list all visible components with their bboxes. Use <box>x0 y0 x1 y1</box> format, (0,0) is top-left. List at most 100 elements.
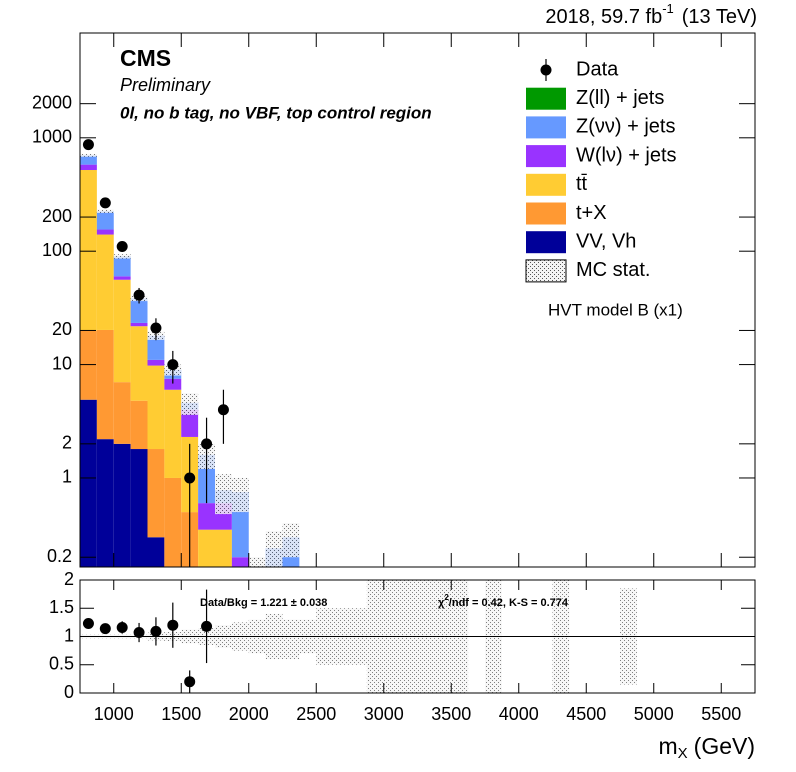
stack-bar <box>113 279 131 383</box>
stack-bar <box>113 276 131 280</box>
stack-bar <box>113 256 131 277</box>
data-point <box>201 438 213 450</box>
mc-stat-band <box>80 153 97 157</box>
ratio-stat-text: Data/Bkg = 1.221 ± 0.038 <box>200 597 327 609</box>
legend-swatch <box>526 173 566 196</box>
legend-swatch <box>526 145 566 168</box>
legend-label: MC stat. <box>576 259 650 281</box>
legend-swatch <box>526 202 566 225</box>
y-tick-label: 0.5 <box>49 654 74 674</box>
mc-stat-band <box>215 474 232 515</box>
y-tick-label: 100 <box>42 240 72 260</box>
stack-bar <box>96 234 114 330</box>
ratio-point <box>99 623 111 635</box>
stack-bar <box>96 229 114 235</box>
stack-bar <box>147 537 165 567</box>
y-tick-label: 2 <box>64 569 74 589</box>
status-label: Preliminary <box>120 75 211 95</box>
ratio-point <box>82 618 94 630</box>
ratio-point <box>150 625 162 637</box>
x-tick-label: 3000 <box>364 704 404 724</box>
y-tick-label: 2 <box>62 433 72 453</box>
x-tick-label: 2500 <box>296 704 336 724</box>
stack-bar <box>80 330 97 400</box>
region-label: 0l, no b tag, no VBF, top control region <box>120 103 432 122</box>
stack-bar <box>147 449 165 538</box>
plot-frame <box>79 32 756 568</box>
y-tick-label: 1000 <box>32 127 72 147</box>
xlabel-main: m <box>658 733 677 759</box>
stack-bar <box>147 335 165 360</box>
stack-bar <box>130 326 148 401</box>
stack-bar <box>181 409 199 437</box>
mc-stat-band <box>96 209 114 213</box>
stack-bar <box>231 557 249 567</box>
y-tick-label: 0.2 <box>47 546 72 566</box>
stack-bar <box>96 329 114 440</box>
stack-bar <box>130 298 148 323</box>
data-point <box>167 359 179 371</box>
lumi-label: 2018, 59.7 fb-1 (13 TeV) <box>545 1 757 28</box>
x-tick-label: 1500 <box>161 704 201 724</box>
lumi-text: 2018, 59.7 fb <box>545 6 662 28</box>
stack-bar <box>198 529 215 567</box>
stack-bar <box>96 211 114 230</box>
data-point <box>116 240 128 252</box>
y-tick-label: 2000 <box>32 92 72 112</box>
stack-bar <box>164 477 182 567</box>
legend-marker <box>540 64 552 76</box>
x-tick-label: 2000 <box>229 704 269 724</box>
y-tick-label: 1 <box>64 625 74 645</box>
stack-bar <box>80 399 97 567</box>
mc-stat-band <box>248 557 266 567</box>
data-point <box>82 139 94 151</box>
x-tick-label: 5500 <box>701 704 741 724</box>
stack-bar <box>215 529 232 567</box>
lumi-energy: (13 TeV) <box>682 6 757 28</box>
y-tick-label: 1.5 <box>49 597 74 617</box>
ratio-fit-text: χ2/ndf = 0.42, K-S = 0.774 <box>438 593 569 609</box>
x-tick-label: 1000 <box>94 704 134 724</box>
legend-swatch <box>526 116 566 139</box>
y-tick-label: 1 <box>62 467 72 487</box>
stack-bar <box>164 378 182 390</box>
legend-label: VV, Vh <box>576 230 636 252</box>
legend-label: Z(ll) + jets <box>576 87 664 109</box>
ratio-frame <box>79 579 756 694</box>
y-tick-label: 20 <box>52 319 72 339</box>
ratio-point <box>201 620 213 632</box>
data-point <box>184 472 196 484</box>
data-point <box>150 322 162 334</box>
legend-swatch <box>525 259 567 283</box>
data-point <box>217 404 229 416</box>
x-axis-label: mX (GeV) <box>658 733 755 762</box>
lumi-sup: -1 <box>662 1 674 16</box>
stack-bar <box>147 359 165 366</box>
legend-swatch <box>526 87 566 110</box>
stack-bar <box>80 155 97 165</box>
ratio-stat-band <box>282 619 300 660</box>
ratio-point <box>133 627 145 639</box>
stack-bar <box>130 322 148 327</box>
stack-bar <box>96 439 114 567</box>
y-tick-label: 10 <box>52 353 72 373</box>
x-tick-label: 5000 <box>634 704 674 724</box>
mc-stat-band <box>113 254 131 259</box>
y-tick-label: 200 <box>42 206 72 226</box>
legend-label: t+X <box>576 202 607 224</box>
ratio-point <box>116 621 128 633</box>
data-point <box>99 197 111 209</box>
legend-label: tt̄ <box>576 173 588 195</box>
x-tick-label: 3500 <box>431 704 471 724</box>
x-tick-label: 4000 <box>499 704 539 724</box>
legend-swatch <box>526 231 566 254</box>
xlabel-sub: X <box>678 745 688 762</box>
stack-bar <box>130 400 148 450</box>
ratio-point <box>184 676 196 688</box>
stack-bar <box>147 365 165 450</box>
stack-bar <box>80 170 97 331</box>
stack-bar <box>80 164 97 171</box>
stack-bar <box>113 382 131 444</box>
